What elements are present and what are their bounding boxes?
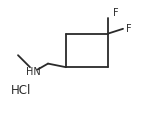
Text: HN: HN xyxy=(26,67,40,77)
Text: HCl: HCl xyxy=(11,84,31,96)
Text: F: F xyxy=(126,24,132,34)
Text: F: F xyxy=(112,8,118,18)
